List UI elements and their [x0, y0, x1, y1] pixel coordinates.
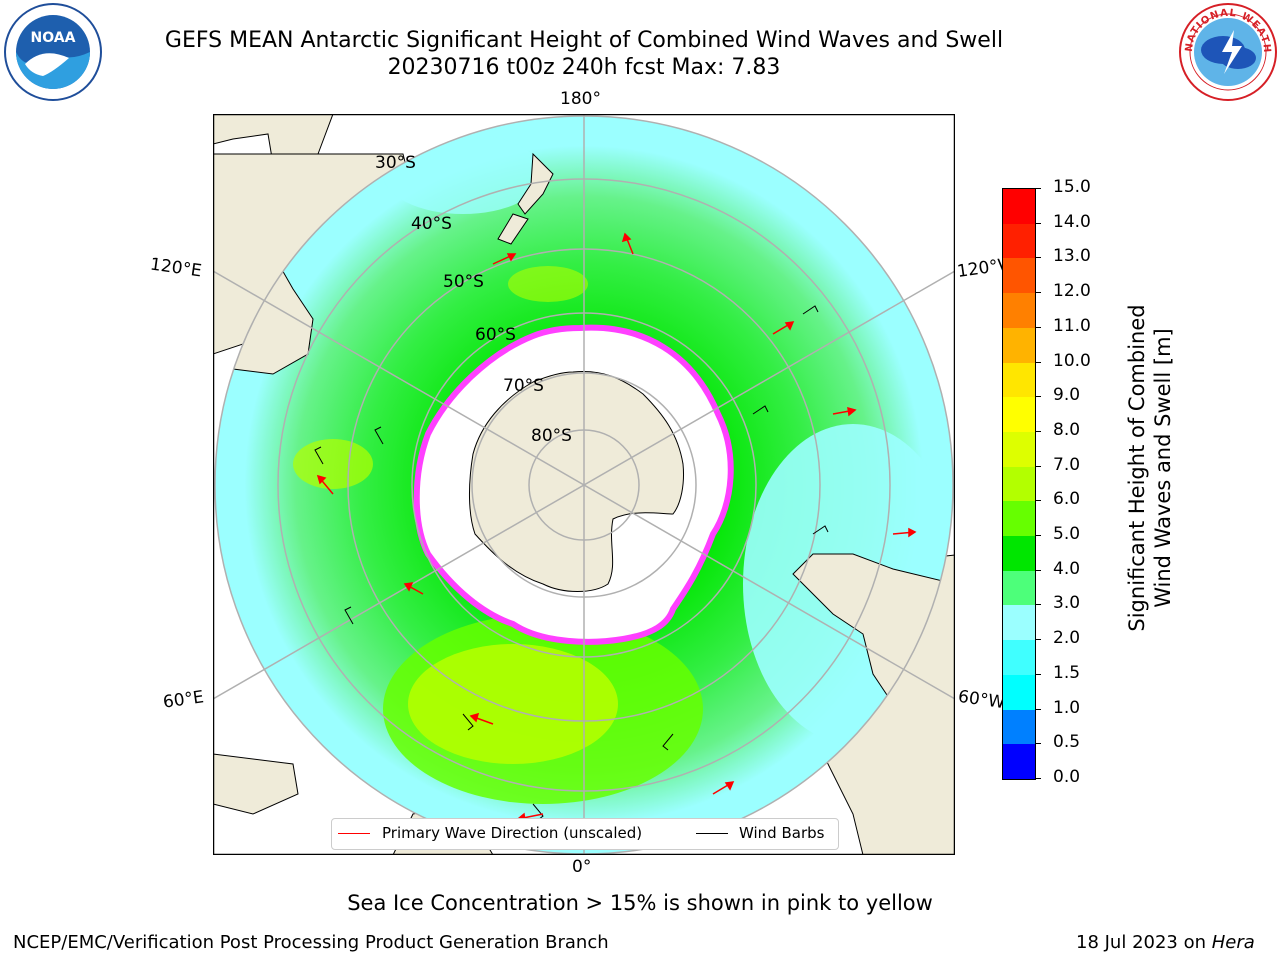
colorbar-tick-mark — [1035, 396, 1041, 398]
lat-label-30: 30°S — [375, 153, 416, 173]
footer-branch: NCEP/EMC/Verification Post Processing Pr… — [13, 932, 609, 953]
colorbar-tick-label: 0.0 — [1053, 767, 1081, 787]
barb-legend-label: Wind Barbs — [739, 824, 825, 842]
colorbar-tick-label: 0.5 — [1053, 732, 1081, 753]
colorbar-tick-mark — [1035, 257, 1041, 259]
colorbar-segment — [1003, 397, 1035, 432]
colorbar-segment — [1003, 189, 1035, 224]
colorbar-segment — [1003, 431, 1035, 467]
colorbar-tick-mark — [1035, 465, 1041, 467]
colorbar-tick-label: 14.0 — [1053, 211, 1091, 232]
colorbar-tick-mark — [1035, 188, 1041, 189]
colorbar-segment — [1003, 709, 1035, 745]
colorbar — [1002, 188, 1036, 780]
colorbar-tick-label: 9.0 — [1053, 385, 1081, 406]
colorbar-tick-mark — [1035, 569, 1041, 571]
lon-label-180: 180° — [560, 89, 601, 109]
colorbar-tick-mark — [1035, 326, 1041, 328]
colorbar-tick-label: 10.0 — [1053, 350, 1091, 371]
map-legend: Primary Wave Direction (unscaled) Wind B… — [331, 818, 839, 850]
colorbar-tick-label: 13.0 — [1053, 246, 1091, 267]
colorbar-tick-label: 12.0 — [1053, 281, 1091, 302]
colorbar-tick-label: 1.0 — [1053, 697, 1081, 718]
colorbar-label: Significant Height of Combined Wind Wave… — [1124, 248, 1176, 688]
colorbar-label-line1: Significant Height of Combined — [1125, 304, 1149, 632]
polar-map: 30°S 40°S 50°S 60°S 70°S 80°S — [213, 114, 955, 855]
colorbar-segment — [1003, 536, 1035, 571]
colorbar-tick-label: 5.0 — [1053, 524, 1081, 545]
colorbar-tick-mark — [1035, 743, 1041, 745]
colorbar-segment — [1003, 640, 1035, 675]
colorbar-tick-label: 3.0 — [1053, 593, 1081, 614]
footer-date-text: 18 Jul 2023 on — [1076, 932, 1212, 953]
colorbar-tick-label: 7.0 — [1053, 454, 1081, 475]
colorbar-tick-label: 4.0 — [1053, 558, 1081, 579]
lon-label-60e: 60°E — [161, 687, 206, 713]
colorbar-tick-mark — [1035, 361, 1041, 363]
colorbar-segment — [1003, 293, 1035, 328]
colorbar-tick-mark — [1035, 604, 1041, 606]
colorbar-segment — [1003, 570, 1035, 606]
lat-label-70: 70°S — [503, 376, 544, 396]
lon-label-120e: 120°E — [148, 254, 203, 282]
colorbar-tick-mark — [1035, 500, 1041, 502]
colorbar-tick-mark — [1035, 430, 1041, 432]
barb-legend-swatch — [696, 833, 728, 834]
map-frame — [213, 114, 955, 855]
colorbar-segment — [1003, 744, 1035, 779]
sea-ice-note: Sea Ice Concentration > 15% is shown in … — [347, 891, 933, 915]
lat-label-40: 40°S — [411, 214, 452, 234]
colorbar-segment — [1003, 362, 1035, 398]
colorbar-segment — [1003, 466, 1035, 502]
wind-barbs — [314, 305, 829, 821]
colorbar-tick-mark — [1035, 778, 1041, 779]
lon-label-0: 0° — [572, 857, 592, 877]
colorbar-segment — [1003, 223, 1035, 259]
lat-label-60: 60°S — [475, 325, 516, 345]
colorbar-tick-label: 2.0 — [1053, 628, 1081, 649]
colorbar-tick-mark — [1035, 222, 1041, 224]
colorbar-tick-mark — [1035, 292, 1041, 294]
colorbar-segment — [1003, 674, 1035, 710]
colorbar-tick-mark — [1035, 708, 1041, 710]
wave-legend-label: Primary Wave Direction (unscaled) — [382, 824, 643, 842]
chart-subtitle: 20230716 t00z 240h fcst Max: 7.83 — [387, 55, 781, 80]
colorbar-tick-label: 11.0 — [1053, 315, 1091, 336]
footer-date: 18 Jul 2023 on Hera — [1076, 932, 1255, 953]
colorbar-segment — [1003, 258, 1035, 294]
colorbar-tick-label: 6.0 — [1053, 489, 1081, 510]
lat-label-80: 80°S — [531, 426, 572, 446]
noaa-logo-text: NOAA — [31, 30, 76, 46]
lat-label-50: 50°S — [443, 272, 484, 292]
chart-title: GEFS MEAN Antarctic Significant Height o… — [164, 28, 1004, 53]
colorbar-tick-mark — [1035, 639, 1041, 641]
colorbar-segment — [1003, 327, 1035, 363]
colorbar-tick-mark — [1035, 535, 1041, 537]
wave-legend-swatch — [338, 833, 370, 834]
colorbar-tick-label: 15.0 — [1053, 177, 1091, 197]
nws-logo: NATIONAL WEATHER SERVICE — [1178, 2, 1277, 101]
lon-label-60w: 60°W — [956, 686, 1007, 714]
colorbar-tick-label: 8.0 — [1053, 419, 1081, 440]
footer-machine: Hera — [1211, 932, 1255, 953]
colorbar-label-line2: Wind Waves and Swell [m] — [1151, 328, 1175, 608]
noaa-logo: NOAA — [4, 3, 102, 101]
colorbar-tick-mark — [1035, 673, 1041, 675]
colorbar-segment — [1003, 501, 1035, 537]
colorbar-segment — [1003, 605, 1035, 641]
colorbar-tick-label: 1.5 — [1053, 662, 1081, 683]
